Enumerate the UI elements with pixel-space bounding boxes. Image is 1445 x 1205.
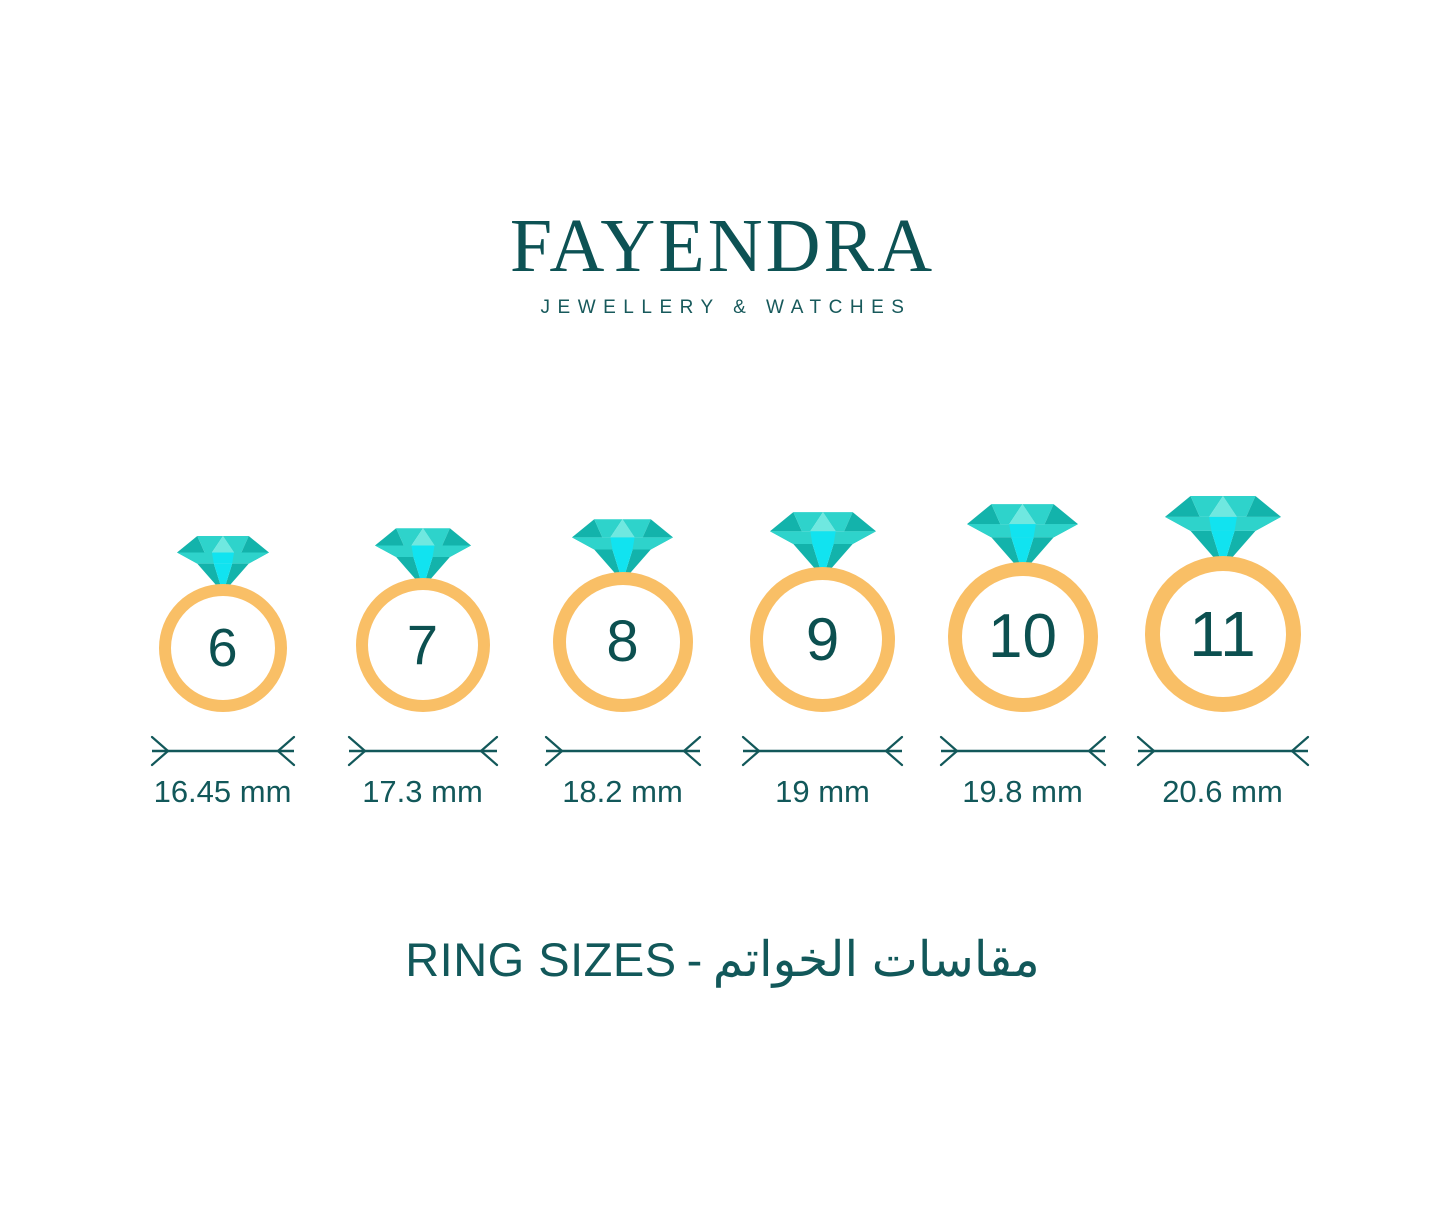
ring-diameter-label: 17.3 mm (362, 774, 483, 809)
ring-band: 7 (355, 578, 490, 712)
ring-figure: 11 (1144, 496, 1301, 712)
ring-size-number: 8 (606, 609, 639, 674)
ring-size-item: 7 17.3 mm (323, 440, 523, 810)
ring-diameter-label: 19 mm (775, 774, 870, 809)
dimension-line (741, 735, 904, 767)
ring-size-number: 11 (1189, 598, 1256, 670)
ring-band: 9 (750, 567, 895, 712)
chart-title-english: RING SIZES (405, 933, 677, 986)
dimension-line (347, 735, 498, 767)
dimension-line (1136, 735, 1309, 767)
brand-tagline: JEWELLERY & WATCHES (540, 297, 912, 318)
diamond-gem-icon (1164, 496, 1281, 568)
ring-size-number: 6 (207, 618, 238, 678)
dimension-line (150, 735, 295, 767)
ring-size-item: 6 16.45 mm (123, 440, 323, 810)
ring-size-number: 7 (406, 613, 439, 676)
ring-size-item: 9 19 mm (723, 440, 923, 810)
ring-band: 10 (947, 562, 1098, 712)
dimension-line (939, 735, 1106, 767)
diamond-gem-icon (769, 512, 876, 578)
ring-band: 8 (552, 572, 693, 712)
ring-figure: 7 (355, 528, 490, 712)
ring-figure: 6 (158, 536, 287, 712)
ring-size-item: 11 20.6 mm (1123, 440, 1323, 810)
chart-title-separator: - (686, 933, 703, 986)
ring-diameter-label: 19.8 mm (962, 774, 1083, 809)
chart-title: RING SIZES - مقاسات الخواتم (0, 930, 1445, 990)
brand-name: FAYENDRA (509, 204, 936, 288)
ring-figure: 10 (947, 504, 1098, 712)
ring-diameter-label: 18.2 mm (562, 774, 683, 809)
ring-diameter-label: 20.6 mm (1162, 774, 1283, 809)
ring-size-number: 10 (988, 602, 1057, 671)
ring-size-chart: 6 16.45 mm (0, 440, 1445, 810)
ring-figure: 8 (552, 519, 693, 712)
brand-logo: FAYENDRA JEWELLERY & WATCHES (0, 205, 1445, 319)
ring-figure: 9 (750, 512, 895, 712)
ring-band: 6 (158, 584, 287, 712)
ring-band: 11 (1144, 556, 1301, 712)
diamond-gem-icon (967, 504, 1078, 573)
ring-size-item: 8 18.2 mm (523, 440, 723, 810)
dimension-line (544, 735, 701, 767)
diamond-gem-icon (176, 536, 269, 593)
chart-title-arabic: مقاسات الخواتم (712, 933, 1040, 987)
ring-size-number: 9 (805, 605, 840, 673)
ring-diameter-label: 16.45 mm (153, 774, 292, 809)
ring-size-item: 10 19.8 mm (923, 440, 1123, 810)
